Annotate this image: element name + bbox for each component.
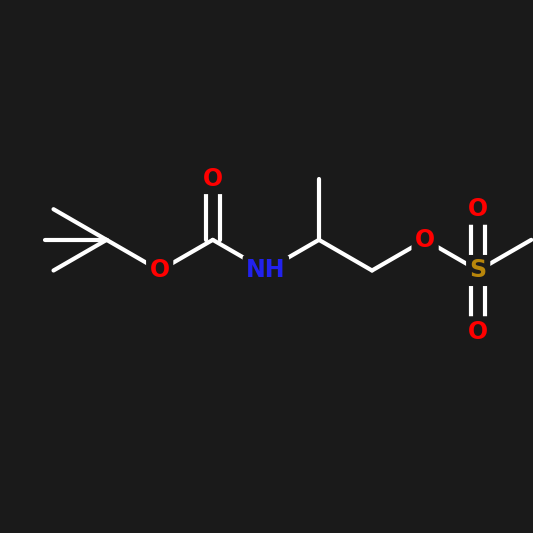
Text: O: O: [150, 259, 169, 282]
Text: O: O: [468, 197, 488, 221]
Text: O: O: [468, 320, 488, 344]
Text: NH: NH: [246, 259, 286, 282]
Text: O: O: [203, 166, 223, 191]
Text: S: S: [470, 259, 487, 282]
Text: O: O: [415, 228, 435, 252]
